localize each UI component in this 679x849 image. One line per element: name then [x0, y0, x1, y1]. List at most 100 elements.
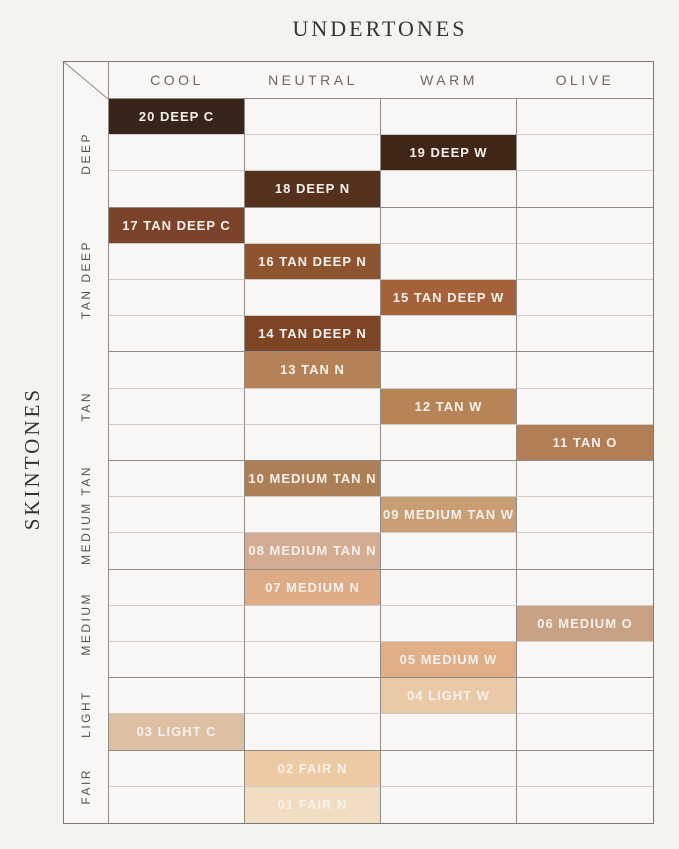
empty-cell: [109, 171, 245, 208]
shade-swatch: 02 FAIR N: [245, 750, 381, 787]
shade-swatch: 18 DEEP N: [245, 171, 381, 208]
shade-label: 01 FAIR N: [277, 797, 348, 813]
empty-cell: [245, 207, 381, 244]
side-axis-title-text: SKINTONES: [19, 386, 44, 531]
empty-cell: [381, 207, 517, 244]
empty-cell: [109, 786, 245, 823]
empty-cell: [245, 497, 381, 534]
empty-cell: [517, 787, 653, 823]
column-header-cool: COOL: [109, 62, 245, 99]
corner-cell: [64, 62, 109, 99]
empty-cell: [381, 533, 517, 570]
shade-swatch: 14 TAN DEEP N: [245, 316, 381, 353]
shade-label: 15 TAN DEEP W: [392, 290, 505, 306]
empty-cell: [109, 497, 245, 534]
empty-cell: [517, 208, 653, 244]
shade-swatch: 10 MEDIUM TAN N: [245, 461, 381, 498]
shade-swatch: 07 MEDIUM N: [245, 569, 381, 606]
empty-cell: [517, 533, 653, 570]
empty-cell: [517, 461, 653, 498]
diagonal-divider-line: [64, 62, 108, 99]
empty-cell: [245, 135, 381, 172]
empty-cell: [381, 750, 517, 787]
shade-swatch: 01 FAIR N: [245, 786, 381, 823]
empty-cell: [245, 605, 381, 642]
shade-label: 10 MEDIUM TAN N: [248, 471, 377, 487]
empty-cell: [109, 352, 245, 389]
shade-label: 09 MEDIUM TAN W: [382, 507, 515, 523]
empty-cell: [109, 388, 245, 425]
empty-cell: [517, 678, 653, 715]
empty-cell: [381, 99, 517, 136]
shade-label: 16 TAN DEEP N: [258, 253, 367, 269]
shade-label: 07 MEDIUM N: [265, 579, 360, 595]
row-group-label-text: MEDIUM: [79, 592, 93, 656]
empty-cell: [381, 171, 517, 208]
shade-label: 19 DEEP W: [409, 145, 488, 161]
shade-label: 12 TAN W: [414, 398, 483, 414]
empty-cell: [109, 135, 245, 172]
shade-label: 02 FAIR N: [277, 760, 348, 776]
row-group-label-deep: DEEP: [64, 99, 109, 208]
row-group-label-light: LIGHT: [64, 678, 109, 751]
row-group-label-text: TAN DEEP: [79, 240, 93, 320]
shade-swatch: 03 LIGHT C: [109, 714, 245, 751]
empty-cell: [109, 424, 245, 461]
empty-cell: [517, 751, 653, 787]
empty-cell: [517, 316, 653, 353]
empty-cell: [517, 171, 653, 208]
empty-cell: [517, 99, 653, 136]
shade-swatch: 06 MEDIUM O: [517, 605, 653, 642]
empty-cell: [381, 714, 517, 751]
empty-cell: [109, 243, 245, 280]
empty-cell: [109, 678, 245, 715]
shade-label: 05 MEDIUM W: [399, 652, 498, 668]
row-group-label-fair: FAIR: [64, 750, 109, 823]
empty-cell: [517, 135, 653, 172]
empty-cell: [109, 533, 245, 570]
shade-label: 20 DEEP C: [138, 109, 215, 125]
row-group-label-tan-deep: TAN DEEP: [64, 207, 109, 353]
row-group-label-medium: MEDIUM: [64, 569, 109, 679]
row-group-label-text: DEEP: [79, 131, 93, 175]
empty-cell: [517, 244, 653, 280]
empty-cell: [245, 424, 381, 461]
shade-swatch: 09 MEDIUM TAN W: [381, 497, 517, 534]
shade-label: 04 LIGHT W: [407, 688, 490, 704]
empty-cell: [245, 714, 381, 751]
shade-label: 08 MEDIUM TAN N: [248, 543, 377, 559]
shade-label: 13 TAN N: [280, 362, 345, 378]
empty-cell: [381, 352, 517, 389]
empty-cell: [517, 497, 653, 534]
shade-swatch: 19 DEEP W: [381, 135, 517, 172]
shade-swatch: 16 TAN DEEP N: [245, 243, 381, 280]
column-header-neutral: NEUTRAL: [245, 62, 381, 99]
shade-swatch: 15 TAN DEEP W: [381, 280, 517, 317]
shade-swatch: 11 TAN O: [517, 424, 653, 461]
shade-swatch: 20 DEEP C: [109, 99, 245, 136]
empty-cell: [381, 605, 517, 642]
empty-cell: [245, 678, 381, 715]
row-group-label-text: LIGHT: [79, 690, 93, 739]
empty-cell: [109, 642, 245, 679]
empty-cell: [109, 569, 245, 606]
empty-cell: [245, 99, 381, 136]
empty-cell: [109, 461, 245, 498]
empty-cell: [381, 786, 517, 823]
shade-label: 18 DEEP N: [274, 181, 351, 197]
empty-cell: [109, 605, 245, 642]
empty-cell: [381, 316, 517, 353]
side-axis-title: SKINTONES: [17, 61, 47, 822]
row-group-label-text: TAN: [79, 391, 93, 422]
empty-cell: [517, 280, 653, 317]
empty-cell: [109, 316, 245, 353]
shade-label: 06 MEDIUM O: [537, 615, 633, 631]
empty-cell: [109, 280, 245, 317]
empty-cell: [109, 750, 245, 787]
shade-swatch: 17 TAN DEEP C: [109, 207, 245, 244]
empty-cell: [245, 280, 381, 317]
shade-label: 11 TAN O: [552, 434, 618, 450]
empty-cell: [245, 642, 381, 679]
empty-cell: [381, 243, 517, 280]
row-group-label-medium-tan: MEDIUM TAN: [64, 461, 109, 570]
